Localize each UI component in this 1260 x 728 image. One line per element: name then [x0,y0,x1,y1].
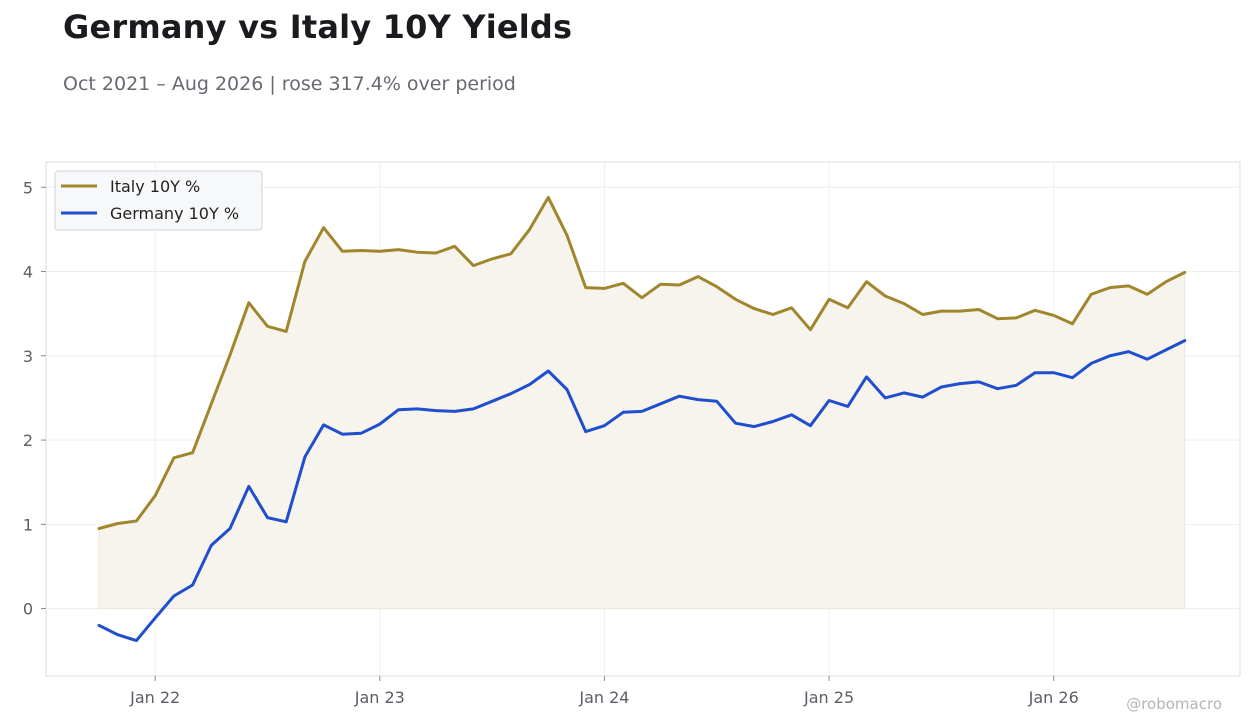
x-tick-label: Jan 23 [354,688,405,707]
plot-frame [45,161,1241,677]
y-tick-label: 5 [23,178,33,197]
y-axis: 0 1 2 3 4 5 [23,178,46,619]
x-tick-label: Jan 25 [803,688,854,707]
legend: Italy 10Y % Germany 10Y % [54,170,263,231]
series-layer [97,195,1187,643]
legend-label: Germany 10Y % [110,204,239,223]
x-tick-label: Jan 24 [578,688,629,707]
watermark: @robomacro [1126,695,1222,713]
x-tick-label: Jan 26 [1028,688,1079,707]
y-tick-label: 1 [23,515,33,534]
y-tick-label: 4 [23,263,33,282]
y-tick-label: 3 [23,347,33,366]
legend-label: Italy 10Y % [110,177,200,196]
series-line-germany [97,339,1187,643]
chart-title: Germany vs Italy 10Y Yields [63,8,573,46]
series-line-italy [97,195,1187,530]
y-tick-label: 2 [23,431,33,450]
fill-layer [98,196,1186,610]
y-tick-label: 0 [23,600,33,619]
chart-subtitle: Oct 2021 – Aug 2026 | rose 317.4% over p… [63,73,516,95]
x-tick-label: Jan 22 [129,688,180,707]
x-axis: Jan 22 Jan 23 Jan 24 Jan 25 Jan 26 [129,676,1079,707]
legend-box [54,170,263,231]
series-area-fill [98,196,1186,610]
